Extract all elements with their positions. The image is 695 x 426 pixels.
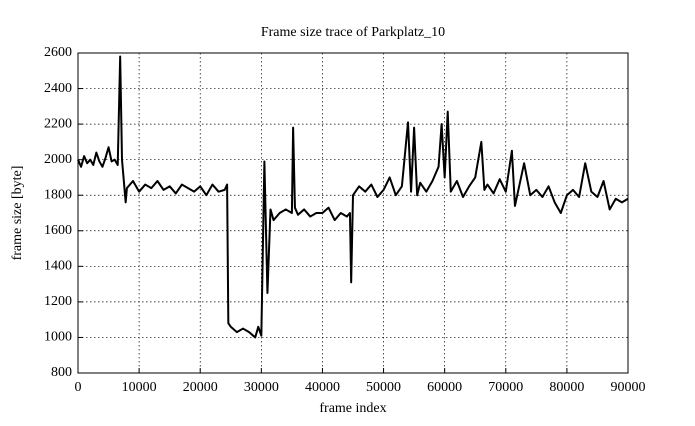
y-tick-label: 2600 <box>44 45 72 60</box>
x-tick-label: 60000 <box>427 380 462 395</box>
y-tick-label: 1000 <box>44 330 72 345</box>
y-tick-label: 1600 <box>44 223 72 238</box>
y-tick-label: 1800 <box>44 187 72 202</box>
y-tick-label: 800 <box>51 365 72 380</box>
x-tick-label: 90000 <box>611 380 646 395</box>
y-tick-label: 1200 <box>44 294 72 309</box>
y-tick-label: 1400 <box>44 259 72 274</box>
x-tick-label: 70000 <box>488 380 523 395</box>
x-tick-label: 80000 <box>549 380 584 395</box>
y-axis-label: frame size [byte] <box>10 166 25 261</box>
x-tick-label: 10000 <box>122 380 157 395</box>
trace-line <box>77 55 629 339</box>
x-tick-label: 50000 <box>366 380 401 395</box>
y-tick-label: 2200 <box>44 116 72 131</box>
y-tick-label: 2400 <box>44 81 72 96</box>
x-tick-label: 30000 <box>244 380 279 395</box>
x-tick-label: 0 <box>75 380 82 395</box>
chart-title: Frame size trace of Parkplatz_10 <box>261 25 445 40</box>
x-axis-label: frame index <box>319 401 386 416</box>
y-tick-label: 2000 <box>44 152 72 167</box>
x-tick-label: 40000 <box>305 380 340 395</box>
x-tick-label: 20000 <box>183 380 218 395</box>
